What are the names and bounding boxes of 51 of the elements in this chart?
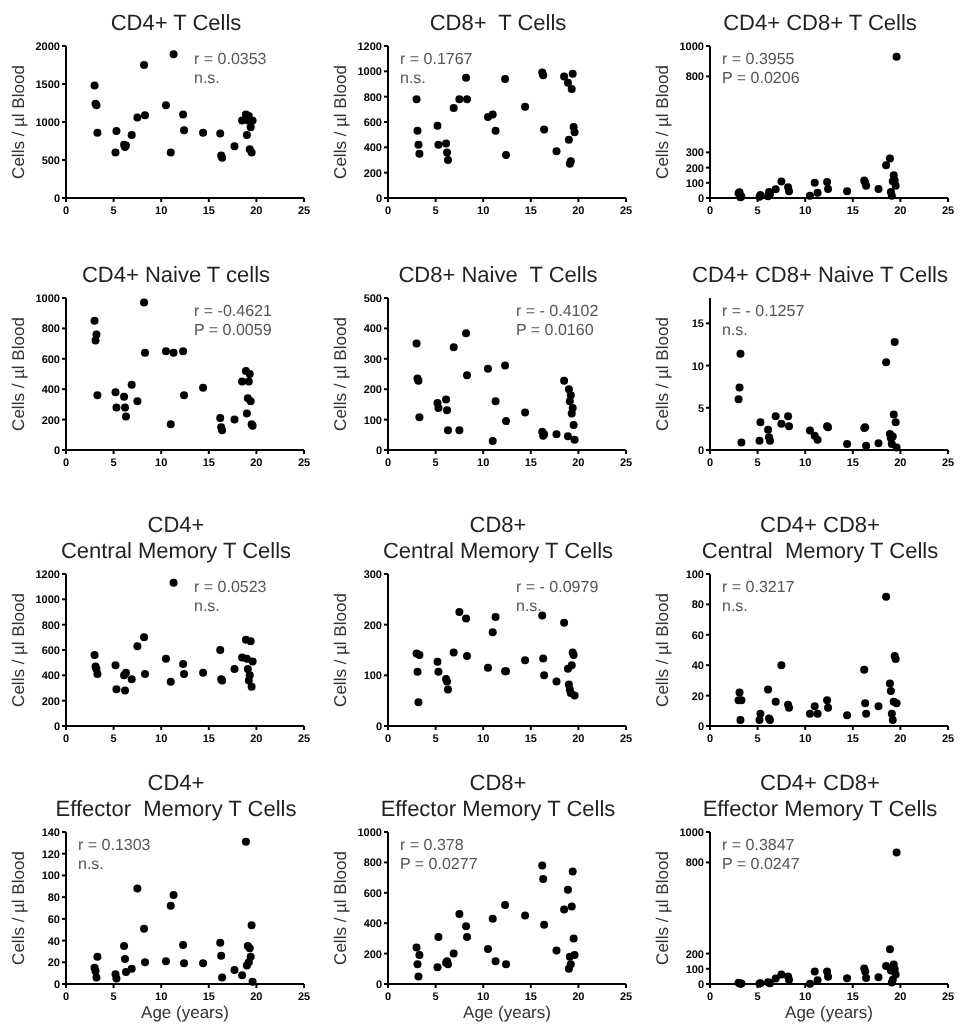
annotation: n.s. <box>78 855 104 873</box>
annotation: P = 0.0247 <box>722 855 801 873</box>
annotation: n.s. <box>516 597 542 615</box>
chart-title: CD4+ Central Memory T Cells <box>60 514 293 564</box>
annotation: r = 0.1767 <box>400 50 474 68</box>
annotation: P = 0.0059 <box>194 321 273 339</box>
chart-title: CD8+ Naive T Cells <box>398 264 599 288</box>
y-axis-title: Cells / µl Blood <box>652 592 672 707</box>
chart-title: CD8+ T Cells <box>429 12 568 36</box>
annotation: P = 0.0277 <box>400 855 479 873</box>
annotation: n.s. <box>194 69 220 87</box>
y-axis-title: Cells / µl Blood <box>8 850 28 965</box>
y-axis-title: Cells / µl Blood <box>652 850 672 965</box>
chart-title: CD4+ Naive T cells <box>81 264 272 288</box>
y-axis-title: Cells / µl Blood <box>8 316 28 431</box>
annotation: n.s. <box>722 321 748 339</box>
y-axis-title: Cells / µl Blood <box>8 592 28 707</box>
annotation: r = - 0.4102 <box>516 302 600 320</box>
annotation: r = 0.3217 <box>722 578 796 596</box>
y-axis-title: Cells / µl Blood <box>330 64 350 179</box>
y-axis-title: Cells / µl Blood <box>8 64 28 179</box>
annotation: n.s. <box>194 597 220 615</box>
x-axis-title: Age (years) <box>463 1002 552 1022</box>
y-axis-title: Cells / µl Blood <box>330 316 350 431</box>
annotation: r = - 0.0979 <box>516 578 600 596</box>
annotation: r = 0.378 <box>400 836 465 854</box>
chart-title: CD4+ CD8+ T Cells <box>723 12 918 36</box>
chart-title: CD8+ Effector Memory T Cells <box>380 772 617 822</box>
chart-title: CD8+ Central Memory T Cells <box>382 514 615 564</box>
annotation: P = 0.0206 <box>722 69 801 87</box>
annotation: r = 0.3955 <box>722 50 796 68</box>
x-axis-title: Age (years) <box>785 1002 874 1022</box>
annotation: r = 0.0353 <box>194 50 268 68</box>
annotation: P = 0.0160 <box>516 321 595 339</box>
annotation: n.s. <box>400 69 426 87</box>
chart-title: CD4+ T Cells <box>110 12 243 36</box>
annotation: r = 0.0523 <box>194 578 268 596</box>
annotation: r = -0.4621 <box>194 302 273 320</box>
chart-title: CD4+ CD8+ Naive T Cells <box>692 264 949 288</box>
y-axis-title: Cells / µl Blood <box>330 850 350 965</box>
chart-title: CD4+ CD8+ Central Memory T Cells <box>701 514 940 564</box>
annotation: r = 0.1303 <box>78 836 152 854</box>
y-axis-title: Cells / µl Blood <box>652 316 672 431</box>
x-axis-title: Age (years) <box>141 1002 230 1022</box>
annotation: r = 0.3847 <box>722 836 796 854</box>
annotation: n.s. <box>722 597 748 615</box>
y-axis-title: Cells / µl Blood <box>330 592 350 707</box>
annotation: r = - 0.1257 <box>722 302 806 320</box>
chart-title: CD4+ CD8+ Effector Memory T Cells <box>702 772 939 822</box>
chart-title: CD4+ Effector Memory T Cells <box>55 772 298 822</box>
y-axis-title: Cells / µl Blood <box>652 64 672 179</box>
